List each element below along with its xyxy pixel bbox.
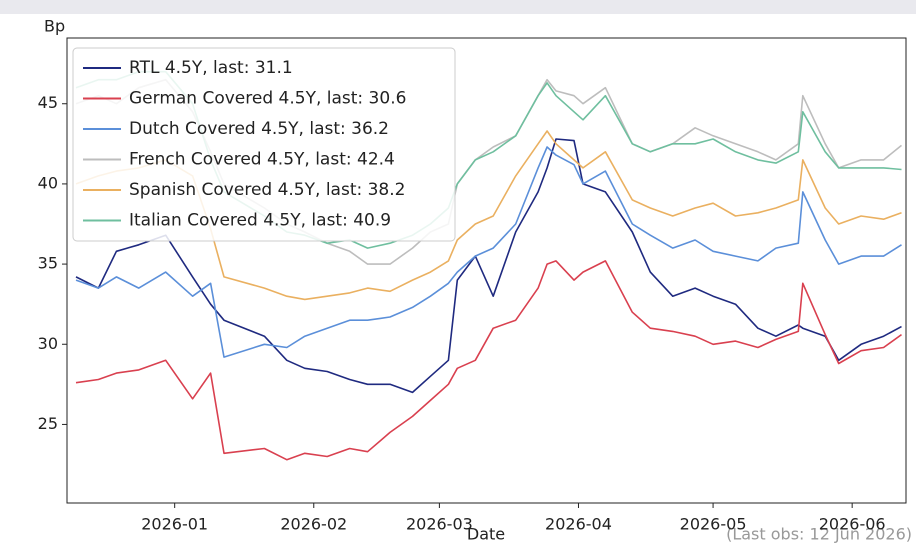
x-tick-label: 2026-01 (141, 515, 208, 534)
legend-label: Dutch Covered 4.5Y, last: 36.2 (129, 119, 389, 139)
legend-box (72, 47, 456, 242)
plot-frame (66, 37, 907, 504)
header-band (0, 0, 916, 14)
y-tick-label: 45 (38, 93, 58, 112)
y-tick-label: 40 (38, 173, 58, 192)
y-axis-label: Bp (44, 17, 65, 36)
y-tick-label: 30 (38, 334, 58, 353)
y-tick-label: 25 (38, 414, 58, 433)
legend-label: French Covered 4.5Y, last: 42.4 (129, 150, 395, 170)
x-tick-label: 2026-03 (406, 515, 473, 534)
legend-label: Spanish Covered 4.5Y, last: 38.2 (129, 180, 405, 200)
series-line (75, 138, 902, 394)
footnote: (Last obs: 12 Jun 2026) (726, 525, 912, 544)
legend-label: Italian Covered 4.5Y, last: 40.9 (129, 211, 391, 231)
x-tick-label: 2026-05 (680, 515, 747, 534)
series-line (75, 130, 902, 301)
series-line (75, 260, 902, 461)
series-line (75, 146, 902, 358)
x-tick-label: 2026-02 (280, 515, 347, 534)
x-axis-label: Date (467, 525, 505, 544)
legend-label: German Covered 4.5Y, last: 30.6 (129, 89, 406, 109)
x-tick-label: 2026-06 (819, 515, 886, 534)
legend-label: RTL 4.5Y, last: 31.1 (129, 58, 293, 78)
x-tick-label: 2026-04 (545, 515, 612, 534)
y-tick-label: 35 (38, 254, 58, 273)
